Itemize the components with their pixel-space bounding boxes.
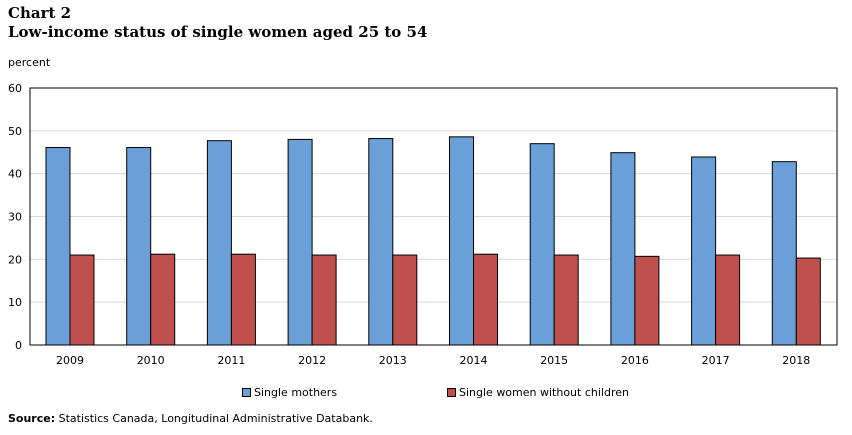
plot-frame [29,87,838,346]
legend-item-without-children: Single women without children [447,386,629,399]
bar-single-mothers [691,156,717,346]
bar-single-mothers [529,143,555,346]
bar-without-children [69,254,95,346]
bar-without-children [392,254,418,346]
y-unit-label: percent [8,56,51,69]
y-tick-label: 60 [8,82,22,95]
bar-without-children [553,254,579,346]
x-tick-label: 2011 [217,354,245,367]
x-tick-label: 2016 [621,354,649,367]
y-tick-label: 10 [8,296,22,309]
x-tick-label: 2010 [137,354,165,367]
source-label: Source: [8,412,56,425]
bar-without-children [311,254,337,346]
source-note: Source: Statistics Canada, Longitudinal … [8,412,373,425]
x-tick-label: 2012 [298,354,326,367]
x-tick-label: 2014 [460,354,488,367]
legend-swatch-without-children [447,388,456,397]
x-tick-label: 2018 [782,354,810,367]
legend-item-single-mothers: Single mothers [242,386,337,399]
legend-label-single-mothers: Single mothers [254,386,338,399]
x-tick-label: 2015 [540,354,568,367]
bar-single-mothers [771,161,797,346]
y-tick-label: 0 [15,339,22,352]
bar-chart: 0 10 20 30 40 50 60 2009 2010 2011 2012 2013 2014 201… [8,82,838,367]
legend-label-without-children: Single women without children [459,386,629,399]
x-tick-label: 2009 [56,354,84,367]
bar-without-children [150,253,176,346]
bar-without-children [634,255,660,346]
chart-title: Low-income status of single women aged 2… [8,23,428,41]
bar-single-mothers [368,138,394,346]
y-tick-label: 20 [8,253,22,266]
bar-without-children [473,253,498,346]
bar-single-mothers [206,140,232,346]
bar-single-mothers [126,147,152,346]
y-tick-label: 50 [8,125,22,138]
bar-without-children [715,254,741,346]
bar-single-mothers [45,147,71,346]
bar-single-mothers [610,152,636,346]
bar-without-children [230,253,256,346]
y-tick-label: 30 [8,211,22,224]
x-tick-label: 2013 [379,354,407,367]
bar-without-children [795,257,821,346]
source-text: Statistics Canada, Longitudinal Administ… [58,412,373,425]
x-tick-label: 2017 [702,354,730,367]
legend: Single mothers Single women without chil… [0,386,852,402]
chart-number: Chart 2 [8,4,72,22]
y-tick-label: 40 [8,168,22,181]
bar-single-mothers [449,136,474,346]
legend-swatch-single-mothers [242,388,251,397]
bar-single-mothers [287,138,313,346]
